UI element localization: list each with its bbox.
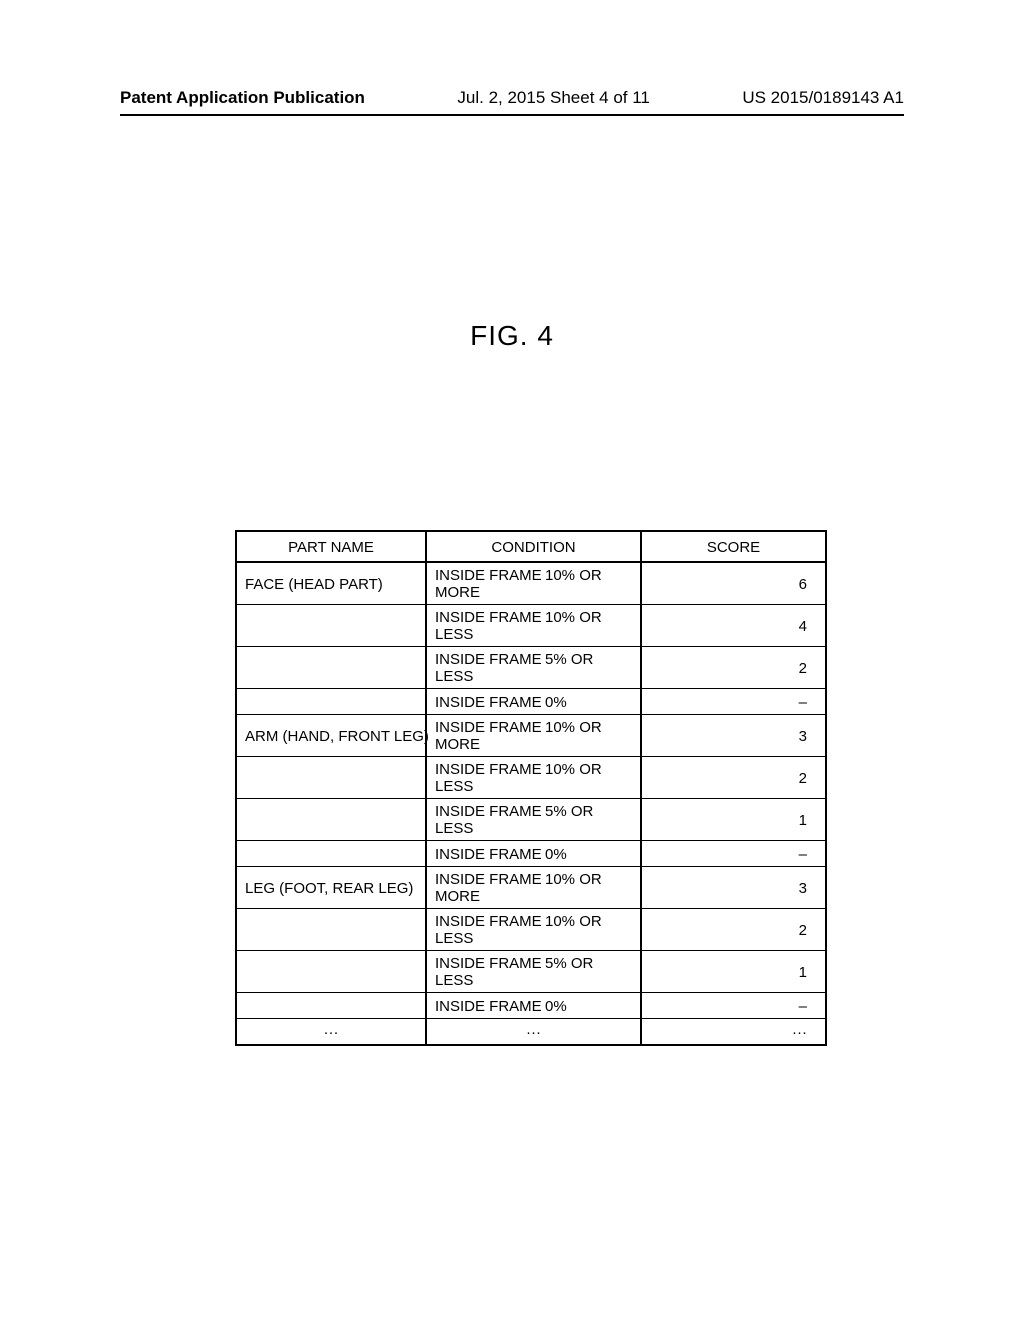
cell-cond: INSIDE FRAME5% OR LESS xyxy=(426,799,641,841)
cell-score: 2 xyxy=(641,909,826,951)
header-center-text: Jul. 2, 2015 Sheet 4 of 11 xyxy=(457,88,650,108)
cell-cond: INSIDE FRAME10% OR MORE xyxy=(426,867,641,909)
col-score: SCORE xyxy=(641,531,826,562)
score-table: PART NAME CONDITION SCORE FACE (HEAD PAR… xyxy=(235,530,827,1046)
table-row: INSIDE FRAME10% OR LESS 2 xyxy=(236,909,826,951)
cell-score: 1 xyxy=(641,951,826,993)
cell-score: 6 xyxy=(641,562,826,605)
table-row: INSIDE FRAME0% – xyxy=(236,689,826,715)
cell-part xyxy=(236,605,426,647)
cell-score: 3 xyxy=(641,715,826,757)
cell-cond: INSIDE FRAME10% OR LESS xyxy=(426,605,641,647)
cell-ellipsis: ··· xyxy=(426,1019,641,1046)
col-part-name: PART NAME xyxy=(236,531,426,562)
cell-part xyxy=(236,841,426,867)
table-row: LEG (FOOT, REAR LEG) INSIDE FRAME10% OR … xyxy=(236,867,826,909)
cell-score: – xyxy=(641,689,826,715)
table-header-row: PART NAME CONDITION SCORE xyxy=(236,531,826,562)
cell-score: 3 xyxy=(641,867,826,909)
cell-cond: INSIDE FRAME0% xyxy=(426,689,641,715)
score-table-wrap: PART NAME CONDITION SCORE FACE (HEAD PAR… xyxy=(235,530,825,1046)
cell-score: 1 xyxy=(641,799,826,841)
cell-score: – xyxy=(641,993,826,1019)
cell-cond: INSIDE FRAME10% OR LESS xyxy=(426,757,641,799)
cell-cond: INSIDE FRAME10% OR MORE xyxy=(426,562,641,605)
header-left-text: Patent Application Publication xyxy=(120,88,365,108)
header-right-text: US 2015/0189143 A1 xyxy=(742,88,904,108)
cell-score: 4 xyxy=(641,605,826,647)
table-row: INSIDE FRAME5% OR LESS 1 xyxy=(236,951,826,993)
table-row: INSIDE FRAME5% OR LESS 1 xyxy=(236,799,826,841)
cell-score: 2 xyxy=(641,647,826,689)
cell-part xyxy=(236,647,426,689)
table-row-ellipsis: ··· ··· ··· xyxy=(236,1019,826,1046)
cell-ellipsis: ··· xyxy=(641,1019,826,1046)
cell-cond: INSIDE FRAME10% OR LESS xyxy=(426,909,641,951)
cell-cond: INSIDE FRAME10% OR MORE xyxy=(426,715,641,757)
cell-part: FACE (HEAD PART) xyxy=(236,562,426,605)
cell-part xyxy=(236,689,426,715)
cell-cond: INSIDE FRAME0% xyxy=(426,993,641,1019)
table-row: INSIDE FRAME10% OR LESS 4 xyxy=(236,605,826,647)
cell-part xyxy=(236,799,426,841)
cell-part: LEG (FOOT, REAR LEG) xyxy=(236,867,426,909)
cell-cond: INSIDE FRAME5% OR LESS xyxy=(426,647,641,689)
col-condition: CONDITION xyxy=(426,531,641,562)
table-row: INSIDE FRAME5% OR LESS 2 xyxy=(236,647,826,689)
header-rule xyxy=(120,114,904,116)
cell-part: ARM (HAND, FRONT LEG) xyxy=(236,715,426,757)
cell-ellipsis: ··· xyxy=(236,1019,426,1046)
cell-part xyxy=(236,951,426,993)
patent-page: Patent Application Publication Jul. 2, 2… xyxy=(0,0,1024,1320)
cell-part xyxy=(236,909,426,951)
cell-score: – xyxy=(641,841,826,867)
table-row: ARM (HAND, FRONT LEG) INSIDE FRAME10% OR… xyxy=(236,715,826,757)
cell-part xyxy=(236,993,426,1019)
table-row: INSIDE FRAME0% – xyxy=(236,841,826,867)
table-row: FACE (HEAD PART) INSIDE FRAME10% OR MORE… xyxy=(236,562,826,605)
cell-cond: INSIDE FRAME0% xyxy=(426,841,641,867)
cell-cond: INSIDE FRAME5% OR LESS xyxy=(426,951,641,993)
table-row: INSIDE FRAME0% – xyxy=(236,993,826,1019)
figure-title: FIG. 4 xyxy=(0,320,1024,352)
table-row: INSIDE FRAME10% OR LESS 2 xyxy=(236,757,826,799)
cell-score: 2 xyxy=(641,757,826,799)
cell-part xyxy=(236,757,426,799)
page-header: Patent Application Publication Jul. 2, 2… xyxy=(120,88,904,108)
